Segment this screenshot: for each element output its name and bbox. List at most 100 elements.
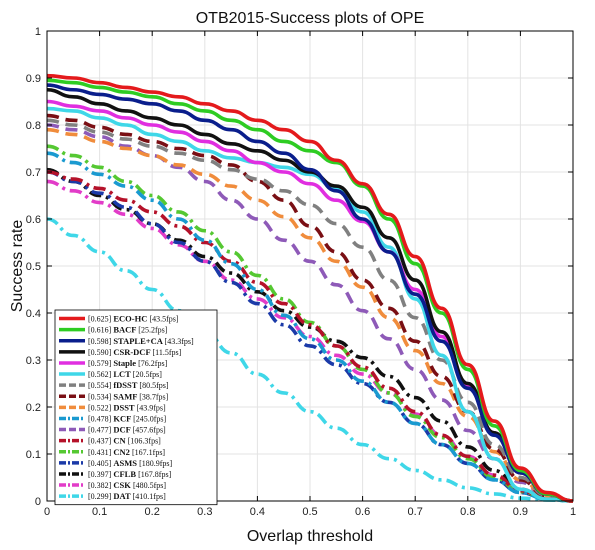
legend-entry: [0.598] STAPLE+CA [43.3fps]	[88, 336, 194, 346]
legend-entry: [0.625] ECO-HC [43.5fps]	[88, 314, 179, 324]
x-tick-label: 1	[570, 506, 576, 518]
legend-name: LCT	[113, 369, 132, 379]
legend-name: Staple	[113, 358, 138, 368]
legend-score: [0.299]	[88, 492, 113, 501]
y-axis-title: Success rate	[9, 220, 26, 313]
series-line-cn2	[46, 144, 574, 503]
y-tick-label: 0.1	[26, 449, 41, 461]
legend-speed: [167.8fps]	[138, 470, 171, 479]
y-tick-label: 0.9	[26, 73, 41, 85]
y-tick-label: 0	[35, 496, 41, 508]
legend-name: CN	[113, 436, 127, 446]
series-line-cflb	[46, 167, 574, 503]
legend-score: [0.437]	[88, 437, 113, 446]
legend-entry: [0.554] fDSST [80.5fps]	[88, 380, 169, 390]
chart-title: OTB2015-Success plots of OPE	[196, 10, 425, 27]
x-tick-label: 0.3	[197, 506, 212, 518]
legend-score: [0.522]	[88, 403, 113, 412]
legend-name: fDSST	[113, 380, 139, 390]
legend-speed: [457.6fps]	[133, 426, 166, 435]
legend-name: DCF	[113, 425, 132, 435]
y-tick-label: 0.6	[26, 214, 41, 226]
legend-speed: [43.3fps]	[165, 337, 194, 346]
legend-name: BACF	[113, 325, 138, 335]
legend-entry: [0.437] CN [106.3fps]	[88, 436, 161, 446]
legend-score: [0.431]	[88, 448, 113, 457]
legend-speed: [167.1fps]	[132, 448, 165, 457]
legend-speed: [43.5fps]	[149, 315, 178, 324]
legend-score: [0.579]	[88, 359, 113, 368]
legend-name: SAMF	[113, 391, 139, 401]
legend-score: [0.625]	[88, 315, 113, 324]
legend-score: [0.382]	[88, 481, 113, 490]
legend-speed: [480.5fps]	[133, 481, 166, 490]
series-line-bacf	[46, 78, 574, 503]
legend-entry: [0.616] BACF [25.2fps]	[88, 325, 168, 335]
series-line-eco-hc	[46, 73, 574, 503]
legend-name: DAT	[113, 491, 132, 501]
x-tick-label: 0.5	[302, 506, 317, 518]
x-tick-label: 0	[44, 506, 50, 518]
legend-entry: [0.397] CFLB [167.8fps]	[88, 469, 172, 479]
legend-score: [0.405]	[88, 459, 113, 468]
x-tick-label: 0.4	[250, 506, 265, 518]
legend-score: [0.616]	[88, 326, 113, 335]
legend-entry: [0.431] CN2 [167.1fps]	[88, 447, 165, 457]
series-line-dat	[46, 217, 574, 503]
y-tick-label: 0.2	[26, 402, 41, 414]
legend-score: [0.590]	[88, 348, 113, 357]
y-tick-label: 0.7	[26, 167, 41, 179]
legend-speed: [180.9fps]	[139, 459, 172, 468]
series-line-cn	[46, 170, 574, 503]
x-tick-label: 0.1	[92, 506, 107, 518]
legend-speed: [25.2fps]	[138, 326, 167, 335]
x-tick-label: 0.9	[513, 506, 528, 518]
legend-speed: [20.5fps]	[133, 370, 162, 379]
legend-name: DSST	[113, 402, 136, 412]
legend-name: KCF	[113, 413, 133, 423]
legend-name: CSK	[113, 480, 133, 490]
legend-name: STAPLE+CA	[113, 336, 164, 346]
legend: [0.625] ECO-HC [43.5fps][0.616] BACF [25…	[54, 309, 218, 506]
legend-name: ECO-HC	[113, 314, 149, 324]
legend-name: CSR-DCF	[113, 347, 152, 357]
legend-speed: [11.5fps]	[152, 348, 181, 357]
legend-entry: [0.562] LCT [20.5fps]	[88, 369, 162, 379]
y-tick-label: 0.4	[26, 308, 41, 320]
series-line-lct	[46, 106, 574, 503]
x-axis-title: Overlap threshold	[247, 528, 373, 545]
legend-name: ASMS	[113, 458, 139, 468]
legend-name: CFLB	[113, 469, 138, 479]
series-line-samf	[46, 113, 574, 503]
y-tick-label: 0.5	[26, 261, 41, 273]
legend-speed: [38.7fps]	[139, 392, 168, 401]
legend-speed: [410.1fps]	[133, 492, 166, 501]
x-tick-label: 0.2	[145, 506, 160, 518]
legend-speed: [43.9fps]	[137, 403, 166, 412]
series-line-asms	[46, 170, 574, 503]
legend-score: [0.478]	[88, 414, 113, 423]
legend-name: CN2	[113, 447, 132, 457]
legend-speed: [245.0fps]	[133, 414, 166, 423]
legend-entry: [0.382] CSK [480.5fps]	[88, 480, 166, 490]
x-tick-label: 0.6	[355, 506, 370, 518]
x-tick-label: 0.7	[408, 506, 423, 518]
legend-score: [0.397]	[88, 470, 113, 479]
series-line-csk	[46, 179, 574, 503]
legend-entry: [0.522] DSST [43.9fps]	[88, 402, 166, 412]
legend-speed: [106.3fps]	[128, 437, 161, 446]
legend-entry: [0.579] Staple [76.2fps]	[88, 358, 168, 368]
y-tick-label: 0.3	[26, 355, 41, 367]
legend-score: [0.598]	[88, 337, 113, 346]
legend-entry: [0.590] CSR-DCF [11.5fps]	[88, 347, 182, 357]
legend-score: [0.534]	[88, 392, 113, 401]
legend-score: [0.554]	[88, 381, 113, 390]
y-tick-label: 0.8	[26, 120, 41, 132]
series-lines	[46, 73, 574, 503]
series-line-dcf	[46, 123, 574, 503]
x-tick-label: 0.8	[460, 506, 475, 518]
legend-score: [0.477]	[88, 426, 113, 435]
legend-entry: [0.299] DAT [410.1fps]	[88, 491, 166, 501]
legend-speed: [76.2fps]	[138, 359, 167, 368]
